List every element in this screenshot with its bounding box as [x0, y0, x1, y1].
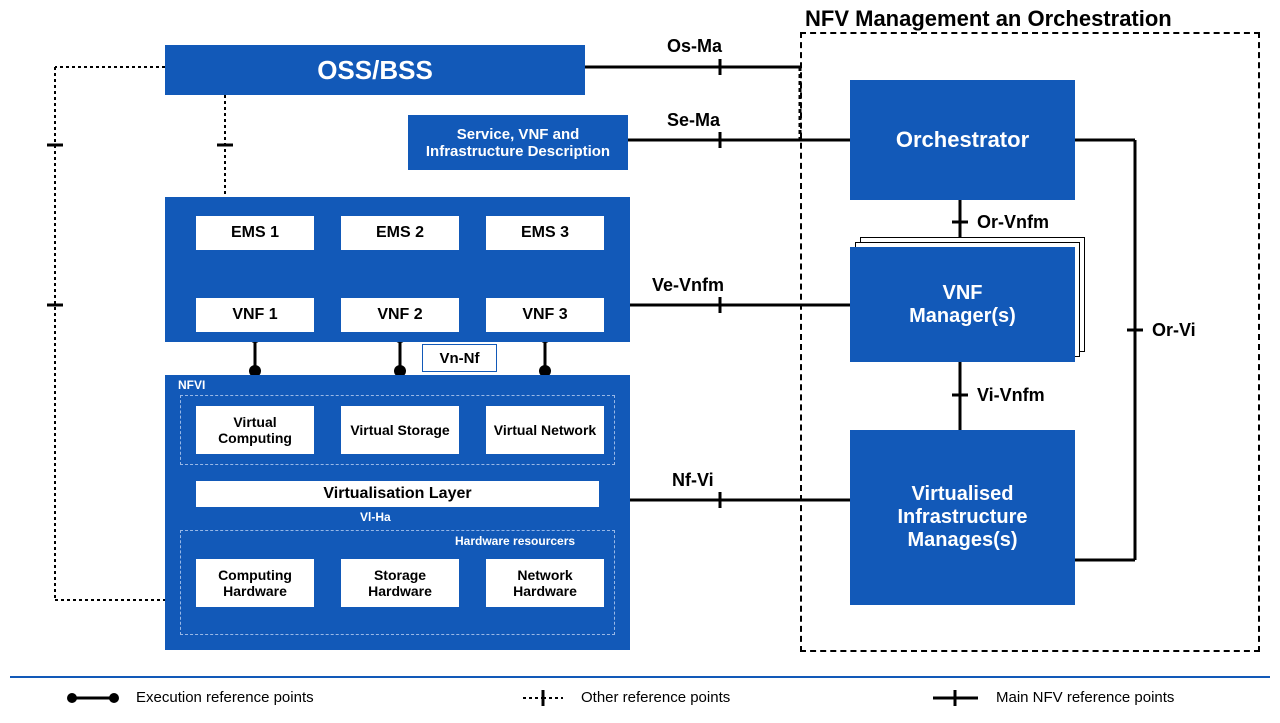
label-orvnfm: Or-Vnfm	[975, 212, 1051, 233]
label-sema: Se-Ma	[665, 110, 722, 131]
nhw: Network Hardware	[485, 558, 605, 608]
label-orvi: Or-Vi	[1150, 320, 1198, 341]
viha-label: Vl-Ha	[360, 510, 391, 524]
ems1: EMS 1	[195, 215, 315, 251]
label-nfvi: Nf-Vi	[670, 470, 716, 491]
legend-exec: Execution reference points	[128, 689, 314, 706]
vcompute: Virtual Computing	[195, 405, 315, 455]
hwres-label: Hardware resourcers	[455, 534, 575, 548]
vlayer: Virtualisation Layer	[195, 480, 600, 508]
mano-title: NFV Management an Orchestration	[805, 6, 1172, 32]
vnf3: VNF 3	[485, 297, 605, 333]
ems2: EMS 2	[340, 215, 460, 251]
label-vivnfm: Vi-Vnfm	[975, 385, 1047, 406]
vim: Virtualised Infrastructure Manages(s)	[850, 430, 1075, 605]
nfvi-label: NFVI	[178, 378, 205, 392]
ems3: EMS 3	[485, 215, 605, 251]
vnetwork: Virtual Network	[485, 405, 605, 455]
ossbss-box: OSS/BSS	[165, 45, 585, 95]
vnf1: VNF 1	[195, 297, 315, 333]
orchestrator: Orchestrator	[850, 80, 1075, 200]
svc-desc-box: Service, VNF and Infrastructure Descript…	[408, 115, 628, 170]
separator-line	[10, 676, 1270, 678]
shw: Storage Hardware	[340, 558, 460, 608]
vnfm: VNF Manager(s)	[850, 247, 1075, 362]
vnnf-label: Vn-Nf	[422, 344, 497, 372]
legend-other: Other reference points	[573, 689, 730, 706]
legend-exec-text: Execution reference points	[136, 689, 314, 706]
label-osma: Os-Ma	[665, 36, 724, 57]
legend-main-text: Main NFV reference points	[996, 689, 1174, 706]
label-vevnfm: Ve-Vnfm	[650, 275, 726, 296]
vnf2: VNF 2	[340, 297, 460, 333]
legend-main: Main NFV reference points	[988, 689, 1174, 706]
legend-other-text: Other reference points	[581, 689, 730, 706]
chw: Computing Hardware	[195, 558, 315, 608]
vstorage: Virtual Storage	[340, 405, 460, 455]
nfv-architecture-diagram: { "title_mano": "NFV Management an Orche…	[0, 0, 1280, 723]
